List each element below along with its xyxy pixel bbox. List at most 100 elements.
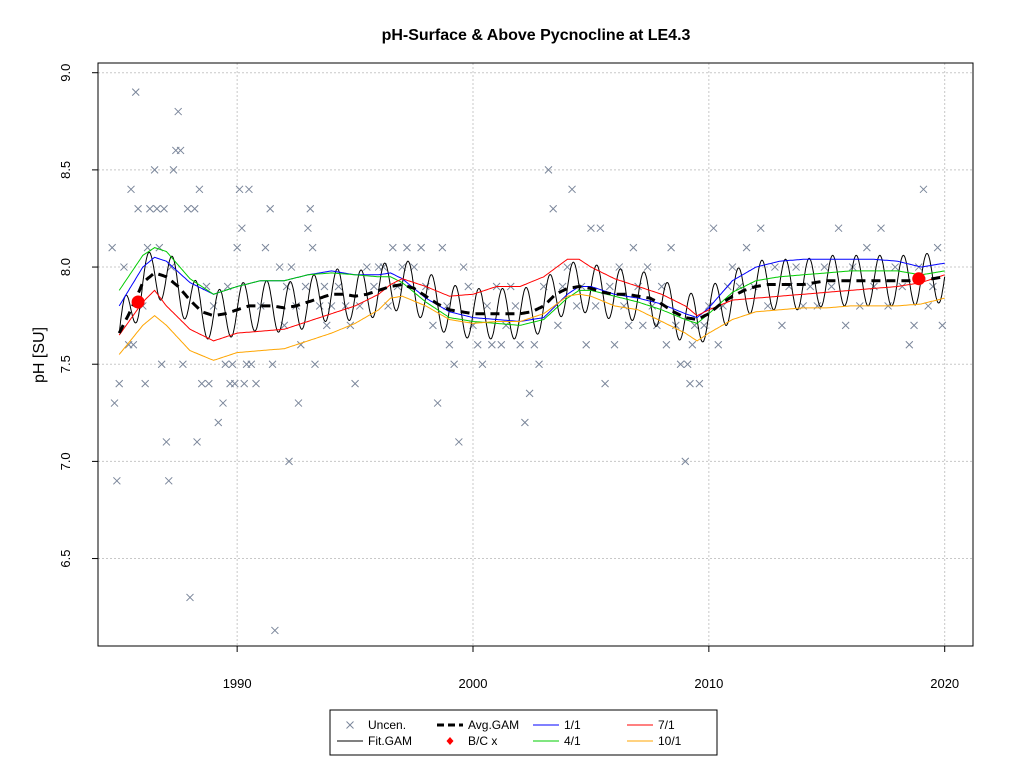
data-point-x (516, 340, 525, 349)
data-point-x (688, 340, 697, 349)
data-point-x (778, 321, 786, 330)
data-point-x (429, 321, 437, 330)
data-point-x (841, 321, 850, 330)
data-point-x (877, 224, 885, 233)
data-point-x (483, 302, 492, 310)
data-point-x (624, 321, 633, 330)
data-point-x (638, 321, 647, 330)
data-point-x (320, 282, 329, 291)
legend-item: B/C x (446, 734, 497, 748)
data-point-x (454, 438, 463, 446)
data-point-x (230, 379, 239, 388)
legend-box (329, 709, 718, 756)
data-point-x (714, 340, 723, 349)
y-tick-label: 9.0 (58, 64, 73, 82)
data-point-x (204, 379, 213, 388)
data-point-x (141, 379, 150, 388)
data-point-x (704, 302, 713, 310)
data-point-x (549, 204, 558, 213)
data-point-x (662, 340, 671, 349)
data-point-x (306, 204, 315, 213)
y-axis-label: pH [SU] (31, 327, 48, 383)
data-point-x (108, 243, 117, 252)
data-point-x (176, 146, 185, 155)
data-point-x (261, 243, 270, 252)
data-point-x (334, 282, 343, 291)
data-point-x (629, 243, 638, 252)
data-point-x (245, 185, 253, 194)
data-point-x (905, 340, 914, 349)
data-point-x (370, 282, 378, 291)
legend-item: Fit.GAM (337, 734, 412, 748)
data-point-x (756, 224, 765, 233)
data-point-x (417, 243, 425, 252)
data-point-x (511, 302, 520, 310)
legend-item: Uncen. (346, 718, 406, 732)
data-point-x (228, 360, 237, 369)
legend-item: 10/1 (627, 734, 682, 748)
data-point-x (554, 321, 562, 330)
data-point-x (686, 379, 694, 388)
series-line-7-1 (118, 258, 945, 342)
data-point-x (919, 185, 928, 194)
data-point-x (445, 340, 454, 349)
data-point-x (129, 340, 138, 349)
data-point-x (157, 360, 166, 369)
data-point-x (709, 224, 718, 233)
data-point-x (563, 263, 572, 271)
data-point-x (771, 263, 779, 271)
data-point-x (240, 379, 249, 388)
data-point-x (582, 340, 591, 349)
y-tick-label: 6.5 (58, 550, 73, 568)
legend-item: 1/1 (533, 718, 581, 732)
data-point-x (363, 263, 371, 271)
legend-label: 10/1 (658, 734, 682, 748)
data-point-x (174, 107, 183, 116)
data-point-x (938, 321, 947, 330)
data-point-x (643, 263, 652, 271)
data-point-x (214, 418, 223, 427)
data-point-x (301, 282, 310, 291)
legend-item: Avg.GAM (437, 718, 519, 732)
data-point-x (120, 263, 128, 271)
data-point-x (735, 282, 744, 291)
series-line-4-1 (118, 247, 945, 326)
data-point-x (150, 166, 159, 174)
data-point-x (610, 340, 619, 349)
axes: 1990 2000 2010 2020 6.5 7.0 7.5 8.0 8.5 9.0 (58, 64, 959, 691)
y-tick-label: 8.5 (58, 161, 73, 179)
data-point-x (914, 263, 923, 271)
y-tick-label: 8.0 (58, 258, 73, 276)
legend-label: Avg.GAM (468, 718, 519, 732)
data-point-x (252, 379, 260, 388)
data-point-x (384, 302, 392, 310)
data-point-x (195, 185, 204, 194)
data-point-x (113, 476, 121, 485)
data-point-x (910, 321, 918, 330)
data-point-x (388, 243, 397, 252)
gam-lines (117, 247, 945, 361)
data-point-x (676, 360, 685, 369)
bc-point (912, 272, 926, 286)
data-point-x (351, 379, 359, 388)
data-point-x (190, 204, 199, 213)
x-tick-label: 2010 (694, 676, 723, 691)
data-point-x (601, 379, 609, 388)
data-point-x (521, 418, 529, 427)
x-tick-label: 2020 (930, 676, 959, 691)
data-point-x (596, 224, 605, 233)
data-point-x (294, 399, 303, 407)
legend-label: Uncen. (368, 718, 406, 732)
data-point-x (502, 321, 510, 330)
legend: Uncen. Fit.GAM Avg.GAM B/C x 1/1 4/1 7/1 10/1 (329, 709, 718, 756)
data-point-x (478, 360, 487, 369)
data-point-x (667, 243, 675, 252)
data-point-x (186, 593, 194, 602)
data-point-x (287, 263, 296, 271)
legend-label: Fit.GAM (368, 734, 412, 748)
legend-label: 4/1 (564, 734, 581, 748)
fit-gam-path (118, 251, 946, 343)
data-point-x (834, 224, 843, 233)
bc-point (131, 295, 145, 309)
